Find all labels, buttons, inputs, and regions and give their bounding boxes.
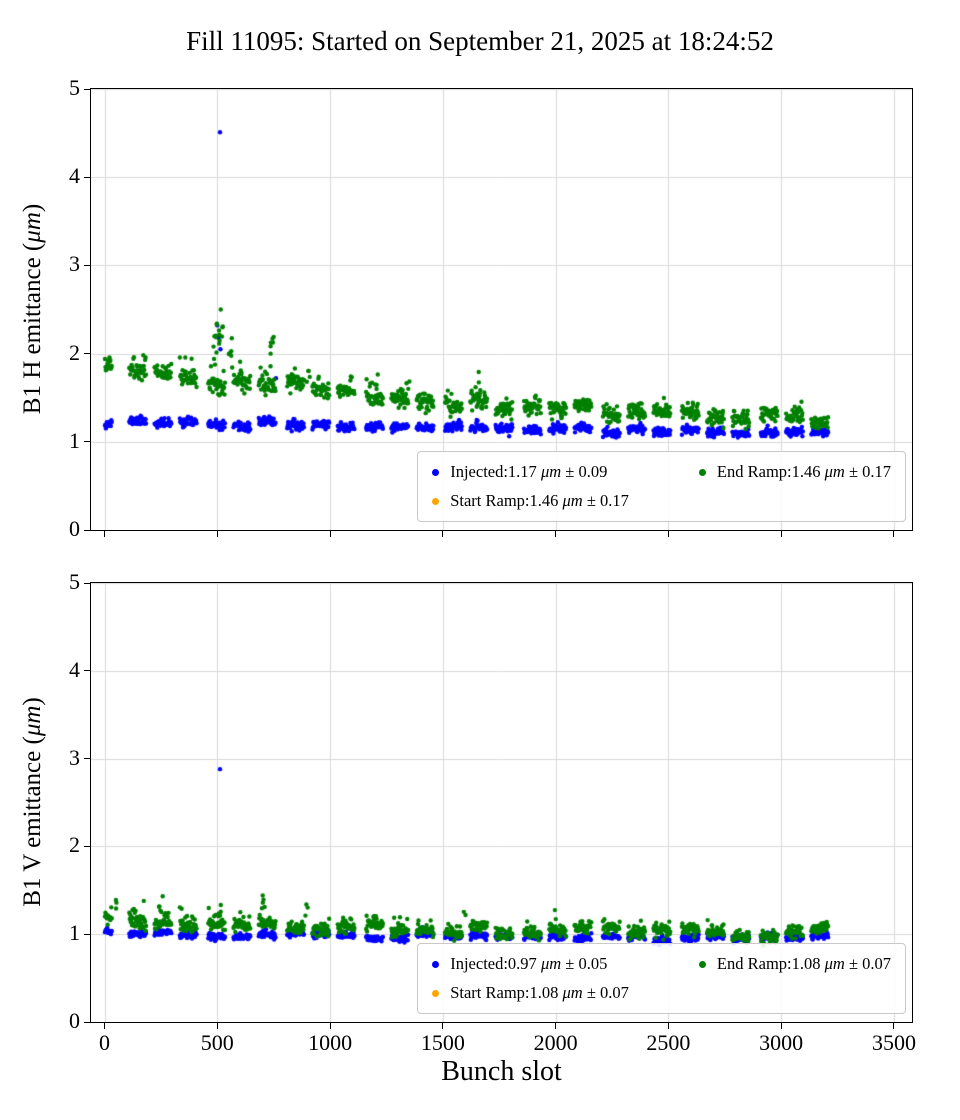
x-tick <box>667 1023 669 1029</box>
x-tick <box>216 1023 218 1029</box>
y-tick <box>84 353 90 355</box>
legend-marker-start-ramp <box>432 989 440 997</box>
y-tick-label: 2 <box>69 832 80 858</box>
y-tick-label: 2 <box>69 339 80 365</box>
y-tick-label: 0 <box>69 516 80 541</box>
plot-area-b1v: Injected:0.97 μm ± 0.05 Start Ramp:1.08 μ… <box>90 582 913 1023</box>
y-tick-label: 5 <box>69 569 80 594</box>
y-tick-label: 4 <box>69 163 80 189</box>
y-tick-label: 3 <box>69 744 80 770</box>
y-tick-label: 1 <box>69 427 80 453</box>
legend-marker-start-ramp <box>432 497 440 505</box>
y-tick <box>84 441 90 443</box>
x-tick <box>104 1023 106 1029</box>
x-tick-label: 0 <box>99 1030 111 1055</box>
legend-marker-injected <box>432 960 440 968</box>
plot-area-b1h: Injected:1.17 μm ± 0.09 Start Ramp:1.46 μ… <box>90 88 913 531</box>
y-tick <box>84 88 90 90</box>
legend-label: Injected:1.17 μm ± 0.09 <box>450 462 608 481</box>
legend-marker-end-ramp <box>698 960 706 968</box>
x-tick-label: 3500 <box>871 1030 916 1055</box>
x-tick <box>329 1023 331 1029</box>
legend-entry: End Ramp:1.08 μm ± 0.07 <box>698 954 891 974</box>
x-tick <box>555 531 557 537</box>
x-axis-label: Bunch slot <box>441 1056 562 1087</box>
y-tick <box>84 582 90 584</box>
legend-label: Start Ramp:1.08 μm ± 0.07 <box>450 983 629 1002</box>
x-tick <box>780 1023 782 1029</box>
y-tick <box>84 670 90 672</box>
x-tick <box>780 531 782 537</box>
legend-marker-injected <box>432 468 440 476</box>
x-tick <box>893 1023 895 1029</box>
y-tick <box>84 264 90 266</box>
legend-entry: End Ramp:1.46 μm ± 0.17 <box>698 462 891 482</box>
legend-entry: Injected:1.17 μm ± 0.09 <box>432 462 629 482</box>
legend-label: End Ramp:1.46 μm ± 0.17 <box>716 462 891 481</box>
x-tick <box>555 1023 557 1029</box>
x-tick <box>893 531 895 537</box>
legend-label: Injected:0.97 μm ± 0.05 <box>450 954 608 973</box>
y-tick <box>84 1021 90 1023</box>
x-tick-label: 1000 <box>308 1030 353 1055</box>
x-tick-label: 500 <box>200 1030 234 1055</box>
x-tick <box>216 531 218 537</box>
legend-label: End Ramp:1.08 μm ± 0.07 <box>716 954 891 973</box>
legend-entry: Start Ramp:1.08 μm ± 0.07 <box>432 983 629 1003</box>
y-tick <box>84 529 90 531</box>
figure-title: Fill 11095: Started on September 21, 202… <box>186 26 774 56</box>
x-tick-label: 3000 <box>759 1030 804 1055</box>
x-tick-label: 2000 <box>533 1030 578 1055</box>
legend-b1h: Injected:1.17 μm ± 0.09 Start Ramp:1.46 μ… <box>417 451 906 522</box>
x-tick-label: 1500 <box>420 1030 465 1055</box>
y-tick <box>84 845 90 847</box>
x-tick <box>442 531 444 537</box>
x-tick <box>104 531 106 537</box>
y-axis-label-b1h: B1 H emittance (μm) <box>19 203 46 415</box>
legend-b1v: Injected:0.97 μm ± 0.05 Start Ramp:1.08 μ… <box>417 943 906 1014</box>
y-tick-label: 5 <box>69 75 80 100</box>
y-tick-label: 1 <box>69 920 80 946</box>
y-tick-label: 0 <box>69 1008 80 1033</box>
x-tick <box>667 531 669 537</box>
y-tick-label: 4 <box>69 656 80 682</box>
x-tick <box>329 531 331 537</box>
y-axis-label-b1v: B1 V emittance (μm) <box>19 697 46 907</box>
legend-label: Start Ramp:1.46 μm ± 0.17 <box>450 491 629 510</box>
y-tick <box>84 176 90 178</box>
y-tick <box>84 758 90 760</box>
x-tick <box>442 1023 444 1029</box>
x-tick-label: 2500 <box>646 1030 691 1055</box>
y-tick <box>84 933 90 935</box>
legend-marker-end-ramp <box>698 468 706 476</box>
y-tick-label: 3 <box>69 251 80 277</box>
legend-entry: Injected:0.97 μm ± 0.05 <box>432 954 629 974</box>
legend-entry: Start Ramp:1.46 μm ± 0.17 <box>432 491 629 511</box>
